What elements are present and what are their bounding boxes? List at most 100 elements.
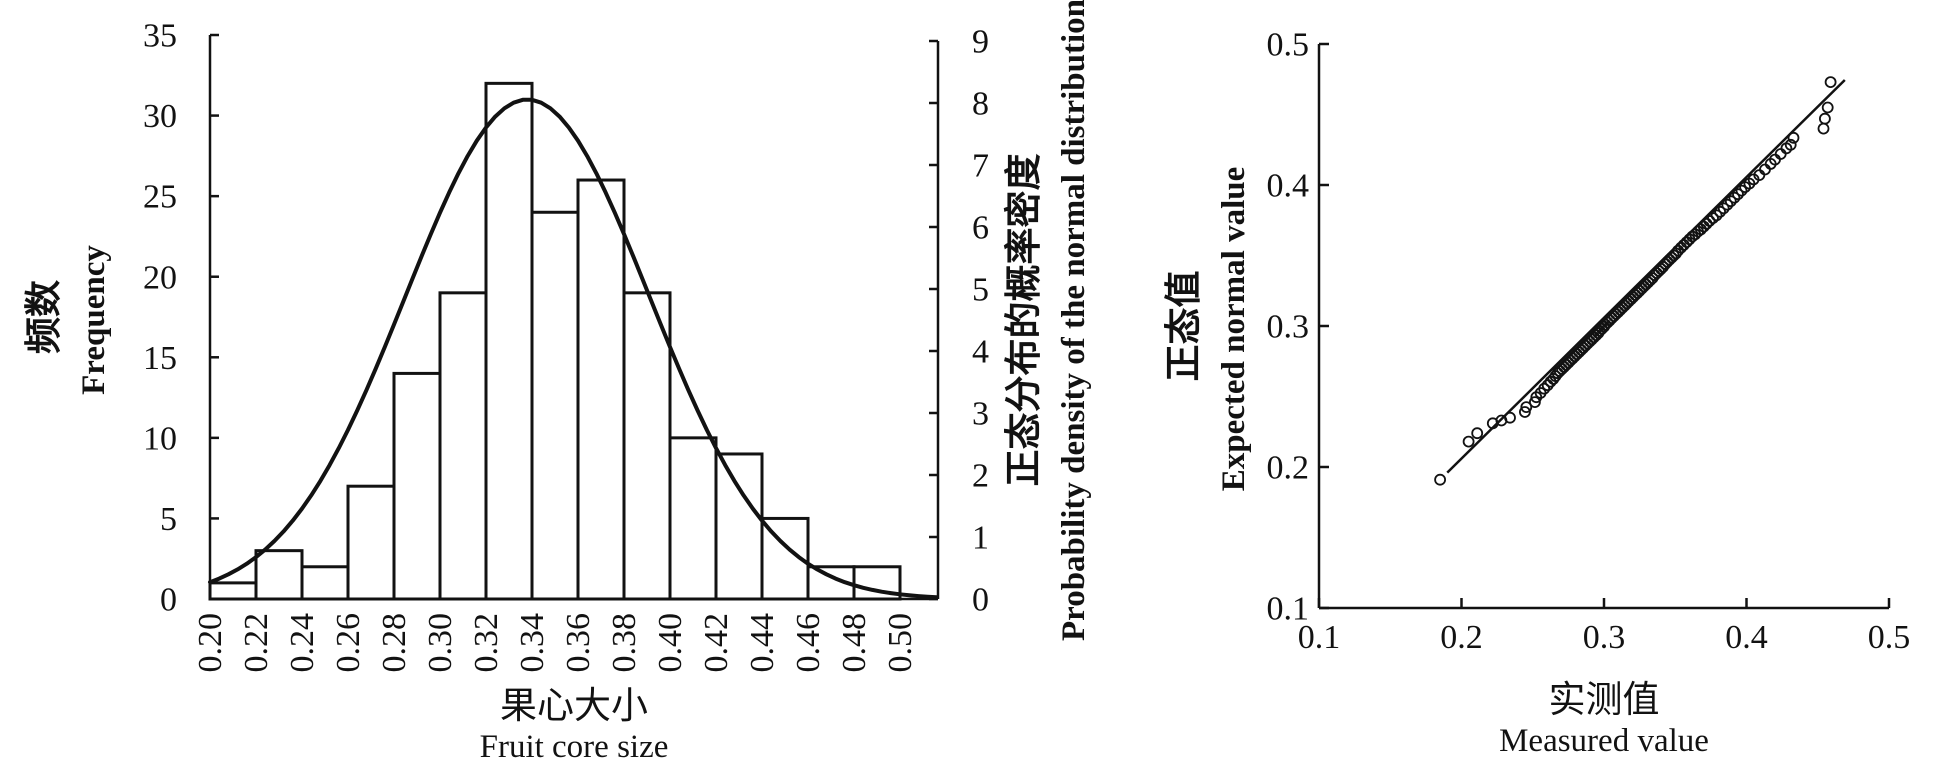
histogram-bar <box>576 178 626 601</box>
qq-point <box>1717 202 1730 215</box>
qq-point <box>1703 215 1716 227</box>
density-tick-label: 4 <box>972 334 989 371</box>
frequency-tick-label: 35 <box>143 18 177 55</box>
density-axis-title-en: Probability density of the normal distri… <box>1056 0 1092 641</box>
expected-axis-title-zh: 正态值 <box>1163 271 1205 382</box>
fruit-size-tick-label: 0.40 <box>652 613 689 673</box>
qq-point <box>1710 209 1723 222</box>
qq-point <box>1677 238 1690 251</box>
qq-point <box>1471 427 1484 440</box>
qq-point <box>1735 184 1748 197</box>
qq-point <box>1462 435 1475 448</box>
qq-x-tick-label: 0.1 <box>1298 619 1341 656</box>
expected-axis-title-en: Expected normal value <box>1216 167 1252 491</box>
fruit-size-tick-label: 0.46 <box>790 613 827 673</box>
histogram-chart: 0 5 10 15 20 25 30 35 0 1 2 3 4 5 6 7 8 9 0.20 0.22 0.24 0.26… <box>23 0 1092 765</box>
histogram-bars <box>208 81 902 601</box>
qq-points <box>1434 76 1837 486</box>
frequency-tick-label: 15 <box>143 340 177 377</box>
measured-axis-title-zh: 实测值 <box>1549 679 1660 721</box>
fruit-size-tick-label: 0.28 <box>376 613 413 673</box>
fruit-size-tick-label: 0.42 <box>698 613 735 673</box>
qq-x-tick-label: 0.4 <box>1725 619 1768 656</box>
histogram-bar <box>668 436 718 601</box>
qq-point <box>1714 205 1726 218</box>
measured-axis-title-en: Measured value <box>1499 723 1709 759</box>
qq-point <box>1819 112 1831 125</box>
density-tick-label: 6 <box>972 210 989 247</box>
qq-point <box>1504 411 1516 424</box>
qq-point <box>1724 195 1737 208</box>
qq-point <box>1821 101 1834 114</box>
qq-point <box>1721 198 1734 211</box>
histogram-bar <box>300 565 350 601</box>
qq-point <box>1787 131 1800 144</box>
fruit-size-tick-label: 0.50 <box>882 613 919 673</box>
qq-point <box>1707 212 1719 225</box>
density-tick-label: 1 <box>972 520 989 557</box>
fruit-size-tick-label: 0.24 <box>284 613 321 673</box>
normal-curve <box>208 97 939 600</box>
density-tick-label: 9 <box>972 24 989 61</box>
qq-point <box>1519 406 1531 418</box>
density-axis-title-zh: 正态分布的概率密度 <box>1003 154 1045 487</box>
qq-point <box>1700 217 1713 230</box>
qq-point <box>1538 382 1551 395</box>
density-tick-label: 8 <box>972 86 989 123</box>
fruit-size-axis-title-en: Fruit core size <box>480 729 669 765</box>
fruit-size-tick-label: 0.26 <box>330 613 367 673</box>
fruit-size-axis-title-zh: 果心大小 <box>500 686 648 727</box>
frequency-axis-title-zh: 频数 <box>23 280 65 354</box>
density-tick-label: 7 <box>972 148 989 185</box>
density-tick-label: 2 <box>972 458 989 495</box>
qq-point <box>1784 138 1797 151</box>
qq-point <box>1774 148 1787 160</box>
qq-point <box>1728 191 1741 204</box>
qq-point <box>1732 188 1744 201</box>
histogram-bar <box>392 371 442 601</box>
histogram-bar <box>484 81 534 601</box>
fruit-size-tick-label: 0.48 <box>836 613 873 673</box>
fruit-size-tick-label: 0.22 <box>238 613 275 673</box>
qq-y-tick-label: 0.2 <box>1267 450 1310 487</box>
histogram-bar <box>438 291 488 601</box>
frequency-tick-label: 10 <box>143 420 177 457</box>
qq-point <box>1680 236 1693 249</box>
frequency-tick-label: 5 <box>160 501 177 538</box>
density-tick-label: 5 <box>972 272 989 309</box>
qq-point <box>1817 122 1830 135</box>
fruit-size-tick-label: 0.30 <box>422 613 459 673</box>
qq-point <box>1434 473 1446 486</box>
qq-point <box>1529 396 1541 409</box>
qq-point <box>1520 401 1533 414</box>
fruit-size-tick-label: 0.38 <box>606 613 643 673</box>
qq-plot: 0.1 0.2 0.3 0.4 0.5 0.1 0.2 0.3 0.4 0.5 正态值 Expecte… <box>1163 27 1910 759</box>
histogram-bar <box>208 581 258 601</box>
fruit-size-tick-label: 0.36 <box>560 613 597 673</box>
qq-y-tick-label: 0.1 <box>1267 591 1310 628</box>
qq-x-tick-label: 0.2 <box>1440 619 1483 656</box>
qq-y-tick-label: 0.3 <box>1267 309 1310 346</box>
fruit-size-tick-label: 0.20 <box>192 613 229 673</box>
histogram-bar <box>622 291 672 601</box>
frequency-tick-label: 30 <box>143 98 177 135</box>
fruit-size-tick-label: 0.44 <box>744 613 781 673</box>
density-tick-label: 3 <box>972 396 989 433</box>
frequency-tick-label: 0 <box>160 582 177 619</box>
qq-y-tick-label: 0.5 <box>1267 27 1310 64</box>
frequency-tick-label: 25 <box>143 179 177 216</box>
density-tick-label: 0 <box>972 582 989 619</box>
frequency-tick-label: 20 <box>143 259 177 296</box>
histogram-bar <box>346 484 396 601</box>
qq-x-tick-label: 0.5 <box>1868 619 1911 656</box>
qq-y-tick-label: 0.4 <box>1267 168 1310 205</box>
qq-x-tick-label: 0.3 <box>1583 619 1626 656</box>
fruit-size-tick-label: 0.32 <box>468 613 505 673</box>
fruit-size-tick-label: 0.34 <box>514 613 551 673</box>
histogram-bar <box>530 210 580 601</box>
histogram-bar <box>714 452 764 601</box>
qq-point <box>1759 163 1771 176</box>
frequency-axis-title-en: Frequency <box>76 245 112 395</box>
